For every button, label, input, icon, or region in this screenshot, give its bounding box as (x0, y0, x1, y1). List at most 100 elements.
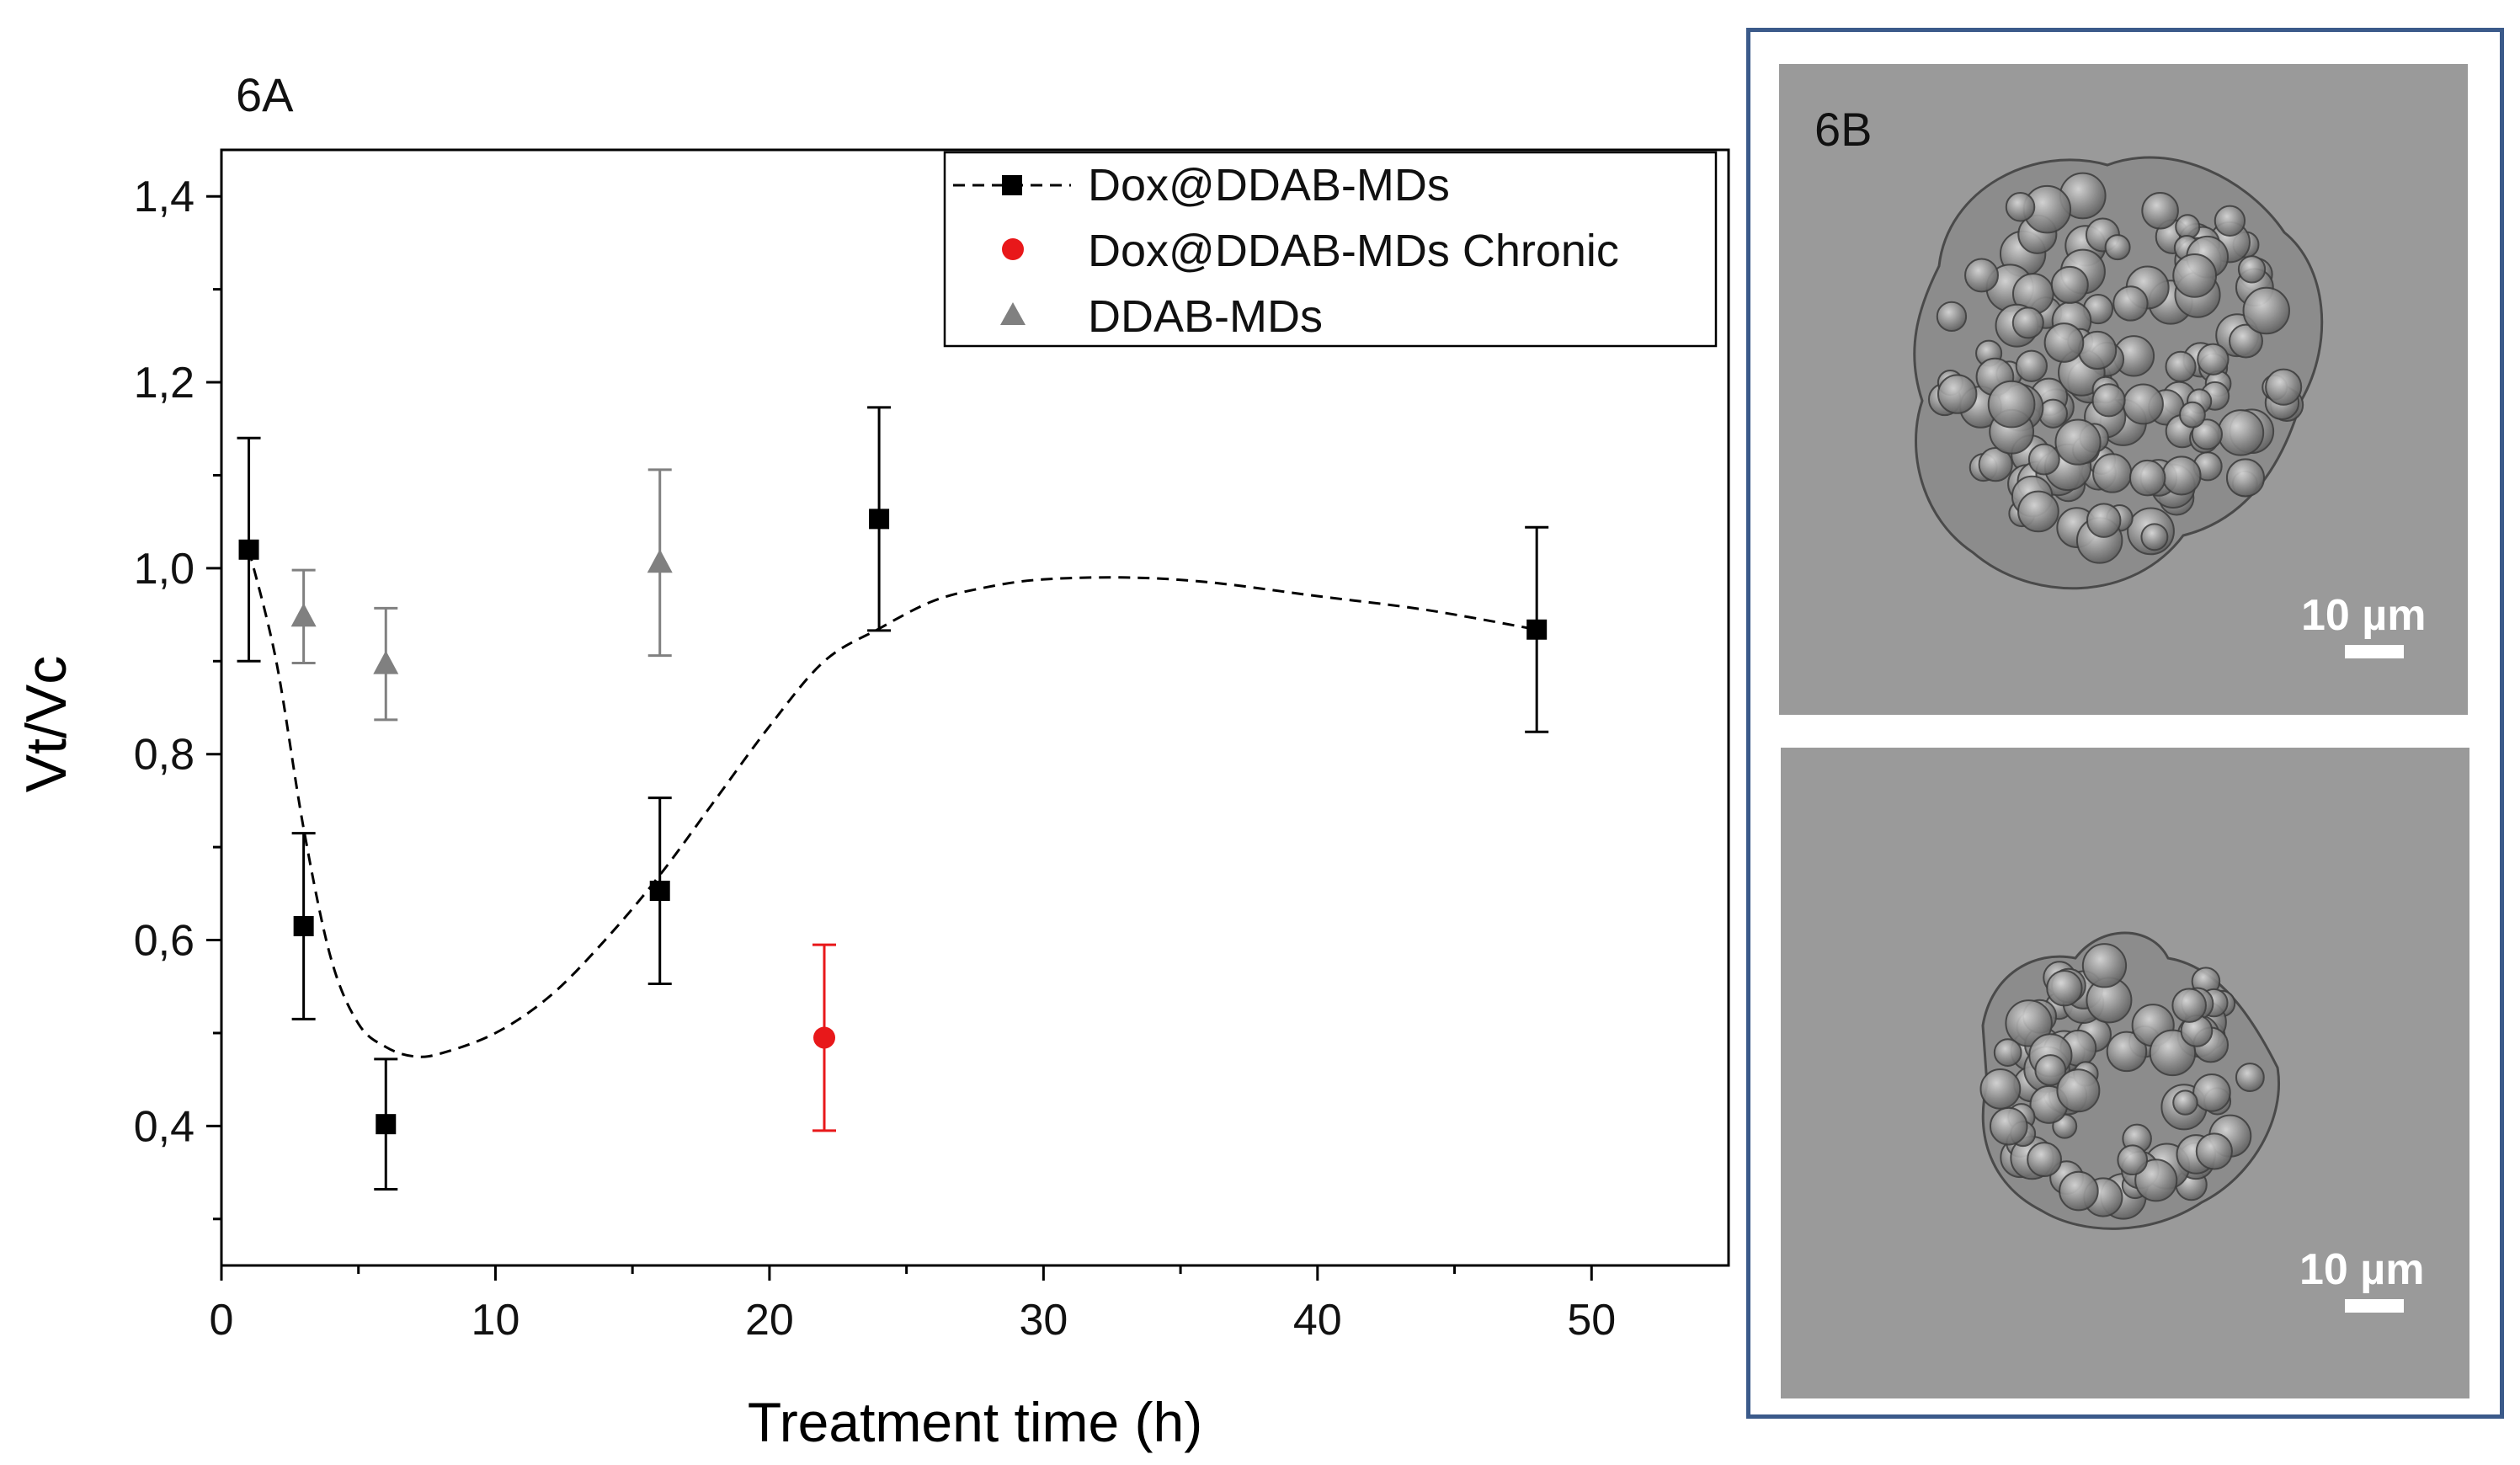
cell-blob (2172, 1089, 2198, 1116)
cell-blob (2229, 323, 2263, 359)
cell-blob (2005, 191, 2036, 222)
cell-blob (2179, 401, 2206, 429)
cell-cluster-large (1913, 156, 2324, 590)
y-tick-label: 0,8 (134, 731, 194, 780)
cell-blob (2034, 1054, 2067, 1086)
legend-circle-marker (1002, 238, 1024, 260)
cell-blob (2214, 205, 2246, 237)
cell-blob (2237, 255, 2267, 284)
cell-blob (2165, 350, 2197, 382)
x-tick-label: 20 (745, 1296, 794, 1345)
y-tick-label: 1,0 (134, 545, 194, 594)
cell-blob (2092, 453, 2133, 493)
cell-blob (2046, 969, 2083, 1007)
point-ddab-mds (290, 603, 317, 627)
cell-blob (2191, 418, 2223, 450)
fit-line-dox-ddab-mds (248, 549, 1537, 1058)
cell-blob (2265, 368, 2303, 406)
cell-blob (2225, 458, 2265, 498)
point-dox-ddab-mds (238, 539, 259, 560)
cell-blob (2081, 943, 2128, 988)
cell-blob (2106, 1031, 2148, 1073)
legend-label-series-2: Dox@DDAB-MDs Chronic (1088, 226, 1619, 276)
x-tick-label: 30 (1019, 1296, 1068, 1345)
cell-blob (2017, 490, 2059, 533)
cell-blob (2117, 1144, 2149, 1176)
legend: Dox@DDAB-MDs Dox@DDAB-MDs Chronic DDAB-M… (943, 151, 1718, 348)
x-tick-label: 0 (210, 1296, 234, 1345)
point-dox-ddab-mds (376, 1114, 397, 1135)
point-dox-ddab-mds (1526, 619, 1548, 640)
x-tick-label: 40 (1293, 1296, 1342, 1345)
cell-blob (2195, 1132, 2233, 1170)
cell-blob (2027, 1142, 2063, 1178)
point-ddab-mds (647, 549, 673, 573)
cell-blob (1987, 380, 2036, 429)
legend-box (943, 151, 1718, 348)
cell-blob (2192, 1073, 2231, 1112)
point-dox-ddab-mds (293, 915, 314, 936)
scale-bar-bottom (2345, 1299, 2404, 1313)
cell-blob (2123, 383, 2164, 425)
cell-blob (2235, 1063, 2265, 1092)
y-tick-label: 1,4 (134, 173, 194, 221)
micrograph-bottom: 10 µm (1781, 748, 2469, 1398)
cell-blob (2171, 988, 2207, 1023)
cell-blob (2197, 343, 2230, 376)
cell-blob (2005, 999, 2053, 1047)
scale-bar-label-top: 10 µm (2301, 591, 2427, 640)
cell-blob (2077, 330, 2118, 370)
point-dox-ddab-mds-chronic (813, 1026, 835, 1049)
cell-blob (2242, 286, 2290, 335)
cell-blob (1936, 301, 1968, 333)
cell-blob (2043, 322, 2085, 363)
legend-label-series-3: DDAB-MDs (1088, 291, 1323, 342)
cell-blob (2050, 265, 2089, 304)
cell-blob (1989, 1106, 2028, 1146)
y-tick-label: 1,2 (134, 359, 194, 408)
cell-blob (2112, 285, 2149, 322)
legend-square-marker (1002, 175, 1022, 195)
cell-blob (2054, 418, 2102, 466)
cell-blob (1937, 374, 1978, 414)
cell-blob (2015, 349, 2048, 382)
panel-b-frame: 6B 10 µm 10 µm (1746, 28, 2504, 1419)
y-axis-label: Vt/Vc (14, 656, 78, 793)
cell-blob (2011, 306, 2044, 339)
legend-triangle-marker (1000, 302, 1026, 325)
cell-blob (2149, 1029, 2197, 1077)
cell-blob (2104, 234, 2131, 261)
cell-blob (1993, 1038, 2022, 1067)
cell-blob (2027, 443, 2060, 476)
cell-blob (2161, 455, 2202, 496)
y-tick-label: 0,6 (134, 917, 194, 966)
cell-blob (2056, 1068, 2101, 1113)
cell-blob (2172, 253, 2218, 298)
cell-blob (2141, 191, 2179, 230)
cell-blob (2086, 503, 2122, 538)
cell-blob (2217, 409, 2265, 456)
cell-blob (1979, 1068, 2022, 1110)
cell-blob (2134, 1159, 2178, 1202)
panel-b-label: 6B (1814, 103, 1873, 156)
cell-blob (2091, 383, 2126, 418)
point-dox-ddab-mds (649, 881, 670, 902)
x-tick-label: 10 (472, 1296, 520, 1345)
y-tick-label: 0,4 (134, 1102, 194, 1151)
cell-blob (1964, 258, 1999, 293)
point-ddab-mds (373, 650, 399, 674)
x-tick-label: 50 (1567, 1296, 1616, 1345)
cell-cluster-small (1979, 931, 2280, 1230)
cell-blob (2059, 1170, 2099, 1212)
legend-label-series-1: Dox@DDAB-MDs (1088, 160, 1450, 210)
cell-blob (2140, 523, 2169, 551)
plot-frame (220, 148, 1730, 1267)
panel-a-label: 6A (236, 68, 294, 121)
scale-bar-label-bottom: 10 µm (2299, 1245, 2425, 1294)
point-dox-ddab-mds (869, 509, 890, 530)
x-axis-label: Treatment time (h) (748, 1391, 1202, 1453)
scale-bar-top (2345, 645, 2404, 658)
cell-blob (2128, 459, 2166, 497)
micrograph-top: 6B 10 µm (1779, 64, 2468, 715)
